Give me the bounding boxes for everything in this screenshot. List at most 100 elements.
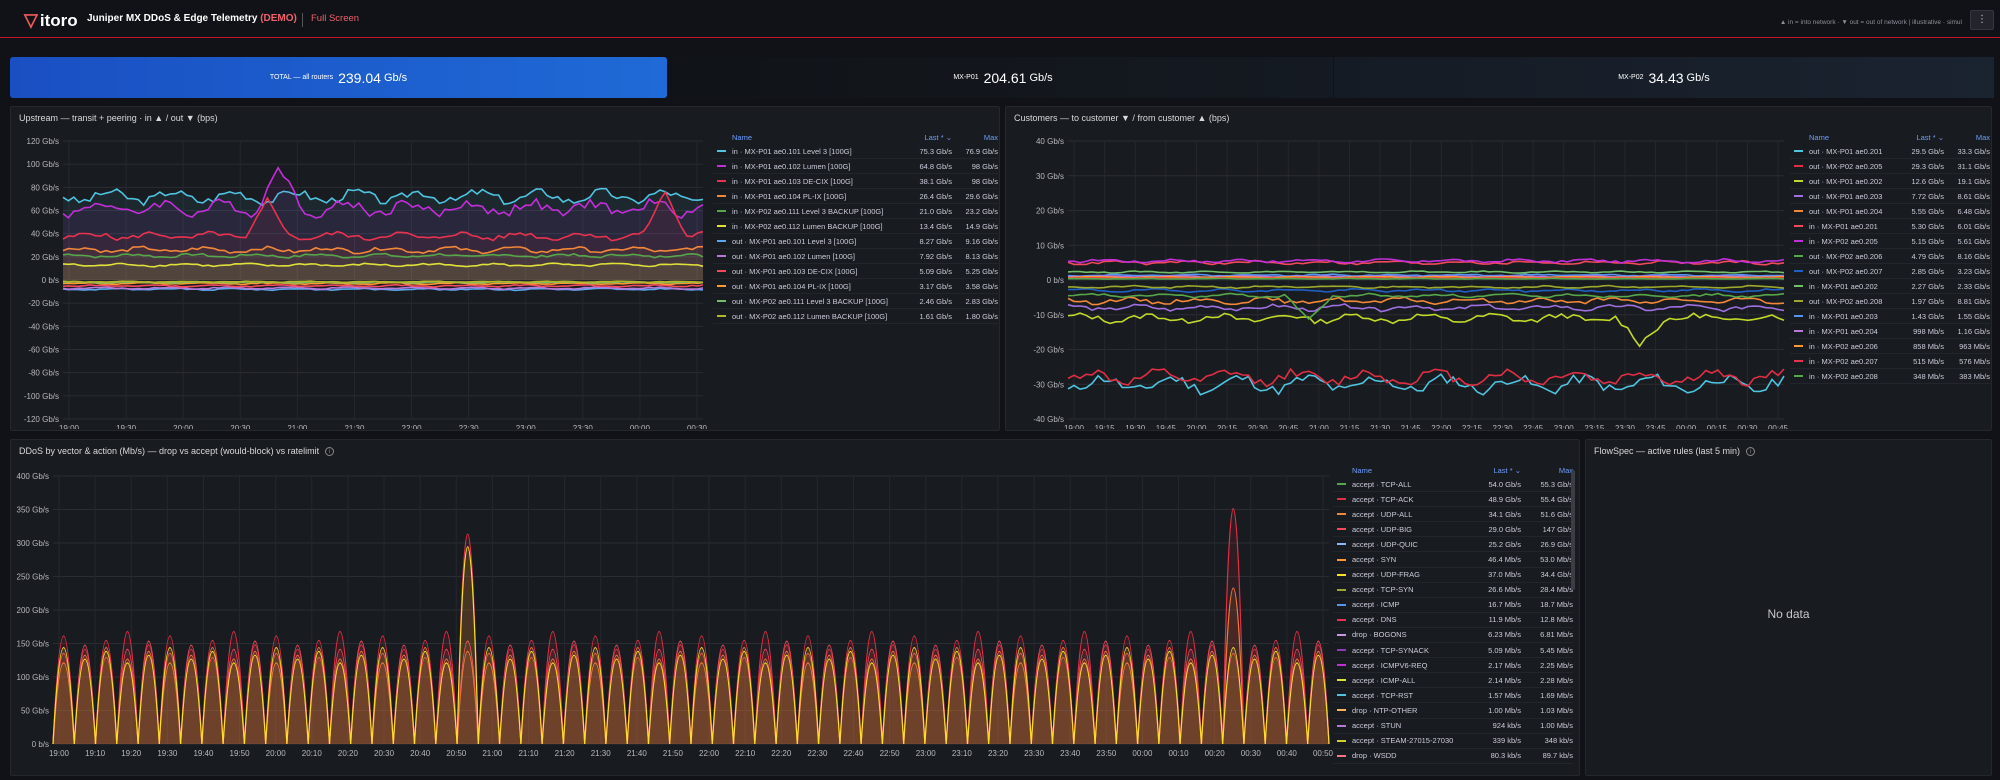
legend-item[interactable]: out · MX-P02 ae0.208 1.97 Gb/s 8.81 Gb/s [1790, 294, 1990, 309]
legend-col-last[interactable]: Last * ⌄ [1493, 466, 1521, 475]
legend-item[interactable]: accept · ICMP 16.7 Mb/s 18.7 Mb/s [1333, 598, 1573, 613]
legend-item[interactable]: accept · TCP-ALL 54.0 Gb/s 55.3 Gb/s [1333, 477, 1573, 493]
legend-item[interactable]: out · MX-P02 ae0.111 Level 3 BACKUP [100… [713, 294, 998, 309]
legend-item[interactable]: in · MX-P01 ae0.202 2.27 Gb/s 2.33 Gb/s [1790, 279, 1990, 294]
legend-item[interactable]: out · MX-P01 ae0.204 5.55 Gb/s 6.48 Gb/s [1790, 204, 1990, 219]
legend-item[interactable]: in · MX-P02 ae0.206 858 Mb/s 963 Mb/s [1790, 339, 1990, 354]
x-tick-label: 19:20 [121, 749, 142, 758]
legend-item[interactable]: accept · TCP-ACK 48.9 Gb/s 55.4 Gb/s [1333, 492, 1573, 508]
x-tick-label: 23:45 [1646, 424, 1667, 429]
x-tick-label: 20:00 [1186, 424, 1207, 429]
legend-item[interactable]: in · MX-P01 ae0.103 DE-CIX [100G] 38.1 Gb… [713, 174, 998, 189]
legend-item[interactable]: in · MX-P01 ae0.104 PL-IX [100G] 26.4 Gb/… [713, 189, 998, 204]
legend-item[interactable]: drop · NTP-OTHER 1.00 Mb/s 1.03 Mb/s [1333, 703, 1573, 719]
legend-item[interactable]: out · MX-P01 ae0.102 Lumen [100G] 7.92 Gb… [713, 249, 998, 264]
legend-col-last[interactable]: Last * ⌄ [924, 133, 952, 142]
logo[interactable]: ▽ itoro [24, 10, 78, 31]
x-tick-label: 00:30 [1737, 424, 1758, 429]
legend-col-name[interactable]: Name [732, 133, 753, 142]
legend-last-value: 858 Mb/s [1913, 341, 1944, 351]
legend-series-name: in · MX-P01 ae0.101 Level 3 [100G] [732, 146, 852, 156]
legend-item[interactable]: out · MX-P02 ae0.112 Lumen BACKUP [100G]… [713, 309, 998, 324]
legend-item[interactable]: in · MX-P02 ae0.208 348 Mb/s 383 Mb/s [1790, 369, 1990, 384]
legend-item[interactable]: accept · STUN 924 kb/s 1.00 Mb/s [1333, 719, 1573, 734]
y-tick-label: 200 Gb/s [17, 606, 49, 615]
legend-item[interactable]: out · MX-P02 ae0.206 4.79 Gb/s 8.16 Gb/s [1790, 249, 1990, 264]
legend-series-name: accept · UDP-QUIC [1352, 539, 1418, 549]
legend-item[interactable]: accept · DNS 11.9 Mb/s 12.8 Mb/s [1333, 613, 1573, 628]
x-tick-label: 19:30 [157, 749, 178, 758]
legend-scrollbar[interactable] [1571, 470, 1575, 590]
legend-col-max[interactable]: Max [1975, 133, 1990, 142]
x-tick-label: 23:00 [516, 424, 537, 429]
y-tick-label: -60 Gb/s [28, 346, 59, 355]
more-menu-icon[interactable]: ⋮ [1970, 10, 1994, 30]
x-tick-label: 20:00 [266, 749, 287, 758]
series-color-swatch [1794, 270, 1803, 272]
legend-series-name: in · MX-P01 ae0.201 [1809, 221, 1878, 231]
legend-item[interactable]: out · MX-P01 ae0.201 29.5 Gb/s 33.3 Gb/s [1790, 144, 1990, 159]
customers-legend: Name Last * ⌄ Max out · MX-P01 ae0.201 29.5 … [1790, 131, 1990, 384]
legend-item[interactable]: out · MX-P01 ae0.203 7.72 Gb/s 8.61 Gb/s [1790, 189, 1990, 204]
legend-item[interactable]: in · MX-P02 ae0.207 515 Mb/s 576 Mb/s [1790, 354, 1990, 369]
legend-item[interactable]: out · MX-P02 ae0.207 2.85 Gb/s 3.23 Gb/s [1790, 264, 1990, 279]
legend-last-value: 515 Mb/s [1913, 356, 1944, 366]
full-screen-link[interactable]: Full Screen [311, 13, 360, 24]
legend-item[interactable]: drop · WSDD 80.3 kb/s 89.7 kb/s [1333, 749, 1573, 764]
series-color-swatch [1337, 528, 1346, 531]
legend-max-value: 12.8 Mb/s [1540, 615, 1573, 625]
legend-item[interactable]: accept · UDP-FRAG 37.0 Mb/s 34.4 Gb/s [1333, 568, 1573, 583]
legend-item[interactable]: accept · UDP-BIG 29.0 Gb/s 147 Gb/s [1333, 522, 1573, 538]
legend-item[interactable]: accept · ICMPV6-REQ 2.17 Mb/s 2.25 Mb/s [1333, 658, 1573, 674]
legend-last-value: 7.72 Gb/s [1911, 191, 1944, 201]
legend-item[interactable]: accept · TCP-SYNACK 5.09 Mb/s 5.45 Mb/s [1333, 643, 1573, 659]
series-color-swatch [717, 195, 726, 197]
x-tick-label: 23:30 [1024, 749, 1045, 758]
legend-item[interactable]: accept · TCP-SYN 26.6 Mb/s 28.4 Mb/s [1333, 583, 1573, 598]
legend-last-value: 998 Mb/s [1913, 326, 1944, 336]
legend-item[interactable]: drop · BOGONS 6.23 Mb/s 6.81 Mb/s [1333, 628, 1573, 644]
legend-max-value: 55.4 Gb/s [1540, 494, 1573, 504]
info-icon[interactable]: i [325, 447, 335, 457]
legend-item[interactable]: accept · UDP-QUIC 25.2 Gb/s 26.9 Gb/s [1333, 537, 1573, 553]
legend-item[interactable]: accept · SYN 46.4 Mb/s 53.0 Mb/s [1333, 552, 1573, 568]
legend-max-value: 2.33 Gb/s [1957, 281, 1990, 291]
legend-col-name[interactable]: Name [1352, 466, 1373, 475]
legend-item[interactable]: in · MX-P01 ae0.204 998 Mb/s 1.16 Gb/s [1790, 324, 1990, 339]
ddos-chart[interactable]: 400 Gb/s 350 Gb/s 300 Gb/s 250 Gb/s 200 Gb/s… [11, 454, 1336, 774]
legend-col-max[interactable]: Max [983, 133, 998, 142]
x-tick-label: 21:15 [1339, 424, 1360, 429]
upstream-chart[interactable]: 120 Gb/s 100 Gb/s 80 Gb/s 60 Gb/s 40 Gb/s 20 … [11, 119, 711, 429]
info-icon[interactable]: i [1746, 447, 1756, 457]
y-tick-label: -40 Gb/s [1033, 415, 1064, 424]
legend-col-max[interactable]: Max [1558, 466, 1573, 475]
legend-item[interactable]: out · MX-P01 ae0.104 PL-IX [100G] 3.17 Gb… [713, 279, 998, 294]
legend-series-name: accept · DNS [1352, 615, 1397, 625]
series-line [1067, 367, 1785, 388]
legend-item[interactable]: in · MX-P02 ae0.112 Lumen BACKUP [100G] 1… [713, 219, 998, 234]
legend-item[interactable]: out · MX-P01 ae0.103 DE-CIX [100G] 5.09 G… [713, 264, 998, 279]
legend-col-name[interactable]: Name [1809, 133, 1830, 142]
legend-item[interactable]: in · MX-P02 ae0.111 Level 3 BACKUP [100G… [713, 204, 998, 219]
legend-item[interactable]: out · MX-P01 ae0.101 Level 3 [100G] 8.27 … [713, 234, 998, 249]
x-tick-label: 00:00 [630, 424, 651, 429]
legend-item[interactable]: in · MX-P01 ae0.203 1.43 Gb/s 1.55 Gb/s [1790, 309, 1990, 324]
legend-item[interactable]: in · MX-P01 ae0.102 Lumen [100G] 64.8 Gb/… [713, 159, 998, 174]
legend-col-last[interactable]: Last * ⌄ [1916, 133, 1944, 142]
x-tick-label: 20:15 [1217, 424, 1238, 429]
stat-value: 239.04 [338, 69, 381, 86]
legend-item[interactable]: accept · ICMP-ALL 2.14 Mb/s 2.28 Mb/s [1333, 673, 1573, 689]
customers-chart[interactable]: 40 Gb/s 30 Gb/s 20 Gb/s 10 Gb/s 0 b/s -10 Gb/… [1006, 119, 1796, 429]
legend-item[interactable]: out · MX-P02 ae0.205 29.3 Gb/s 31.1 Gb/s [1790, 159, 1990, 174]
legend-item[interactable]: out · MX-P01 ae0.202 12.6 Gb/s 19.1 Gb/s [1790, 174, 1990, 189]
legend-item[interactable]: in · MX-P01 ae0.201 5.30 Gb/s 6.01 Gb/s [1790, 219, 1990, 234]
legend-item[interactable]: in · MX-P01 ae0.101 Level 3 [100G] 75.3 G… [713, 144, 998, 159]
demo-badge: (DEMO) [260, 13, 297, 24]
series-color-swatch [1794, 375, 1803, 377]
x-tick-label: 00:00 [1132, 749, 1153, 758]
legend-item[interactable]: in · MX-P02 ae0.205 5.15 Gb/s 5.61 Gb/s [1790, 234, 1990, 249]
legend-item[interactable]: accept · STEAM-27015-27030 339 kb/s 348 kb… [1333, 734, 1573, 749]
legend-item[interactable]: accept · TCP-RST 1.57 Mb/s 1.69 Mb/s [1333, 688, 1573, 704]
x-tick-label: 23:30 [573, 424, 594, 429]
legend-item[interactable]: accept · UDP-ALL 34.1 Gb/s 51.6 Gb/s [1333, 507, 1573, 523]
